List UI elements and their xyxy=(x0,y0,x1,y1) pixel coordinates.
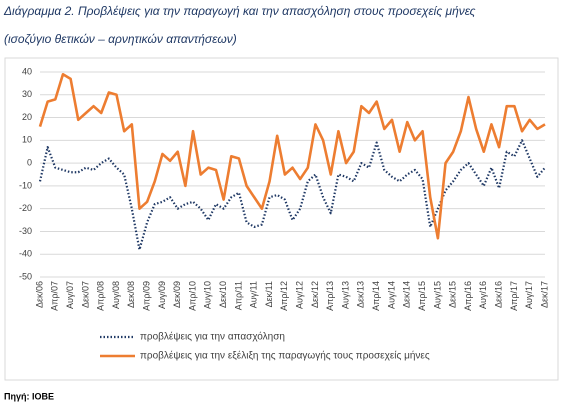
chart-subtitle: (ισοζύγιο θετικών – αρνητικών απαντήσεων… xyxy=(4,32,237,46)
x-tick-label: Αυγ/17 xyxy=(524,281,534,309)
series-line xyxy=(38,72,546,240)
x-tick-label: Απρ/09 xyxy=(141,281,151,311)
x-tick-label: Αυγ/14 xyxy=(386,281,396,309)
y-tick-label: -50 xyxy=(19,271,32,281)
source: Πηγή: ΙΟΒΕ xyxy=(4,391,54,401)
x-tick-label: Απρ/14 xyxy=(371,281,381,311)
y-tick-label: -20 xyxy=(19,203,32,213)
x-tick-label: Αυγ/10 xyxy=(203,281,213,309)
x-tick-label: Δεκ/07 xyxy=(80,281,90,308)
x-tick-label: Αυγ/09 xyxy=(157,281,167,309)
x-tick-label: Δεκ/17 xyxy=(539,281,549,308)
x-tick-label: Απρ/08 xyxy=(96,281,106,311)
x-tick-label: Απρ/15 xyxy=(417,281,427,311)
legend-label: προβλέψεις για την απασχόληση xyxy=(140,331,285,343)
series-line xyxy=(38,139,546,251)
x-tick-label: Δεκ/09 xyxy=(172,281,182,308)
x-tick-label: Απρ/12 xyxy=(279,281,289,311)
y-tick-label: 30 xyxy=(22,89,32,99)
y-tick-label: -30 xyxy=(19,226,32,236)
x-tick-label: Απρ/11 xyxy=(233,281,243,310)
x-tick-label: Δεκ/08 xyxy=(126,281,136,308)
x-tick-label: Δεκ/12 xyxy=(310,281,320,308)
y-tick-label: 0 xyxy=(27,157,32,167)
x-tick-label: Αυγ/11 xyxy=(249,281,259,308)
x-tick-label: Απρ/16 xyxy=(463,281,473,311)
x-tick-label: Απρ/07 xyxy=(50,281,60,311)
x-tick-label: Απρ/10 xyxy=(187,281,197,311)
y-tick-label: 10 xyxy=(22,135,32,145)
x-tick-label: Δεκ/15 xyxy=(448,281,458,308)
x-tick-label: Αυγ/08 xyxy=(111,281,121,309)
x-tick-label: Απρ/13 xyxy=(325,281,335,311)
x-tick-label: Αυγ/12 xyxy=(295,281,305,309)
x-tick-label: Αυγ/13 xyxy=(340,281,350,309)
chart-title: Διάγραμμα 2. Προβλέψεις για την παραγωγή… xyxy=(3,4,476,18)
y-tick-label: 20 xyxy=(22,112,32,122)
x-tick-label: Δεκ/11 xyxy=(264,281,274,307)
legend-label: προβλέψεις για την εξέλιξη της παραγωγής… xyxy=(140,350,430,362)
x-tick-label: Δεκ/06 xyxy=(34,281,44,308)
x-tick-label: Αυγ/15 xyxy=(432,281,442,309)
y-tick-label: -10 xyxy=(19,180,32,190)
y-tick-label: 40 xyxy=(22,66,32,76)
y-tick-label: -40 xyxy=(19,249,32,259)
x-tick-label: Δεκ/16 xyxy=(493,281,503,308)
x-tick-label: Απρ/17 xyxy=(509,281,519,311)
x-tick-label: Αυγ/07 xyxy=(65,281,75,309)
x-tick-label: Αυγ/16 xyxy=(478,281,488,309)
x-tick-label: Δεκ/14 xyxy=(402,281,412,308)
x-tick-label: Δεκ/10 xyxy=(218,281,228,308)
chart-frame xyxy=(4,57,559,381)
x-tick-label: Δεκ/13 xyxy=(356,281,366,308)
